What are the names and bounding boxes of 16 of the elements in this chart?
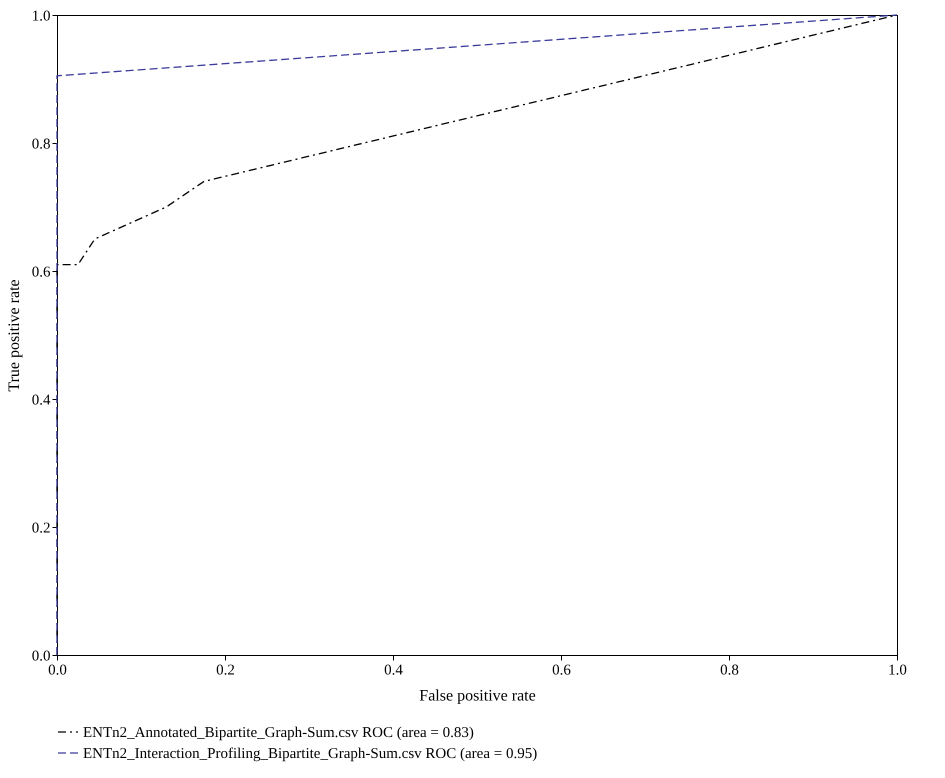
y-axis-title: True positive rate [6,279,23,392]
legend-label: ENTn2_Interaction_Profiling_Bipartite_Graph-Sum.csv ROC (area = 0.95) [83,746,538,762]
x-tick-label: 0.0 [48,662,67,678]
x-axis-title: False positive rate [419,688,536,704]
y-tick-label: 1.0 [32,8,50,24]
y-tick-label: 0.2 [32,520,50,536]
legend-label: ENTn2_Annotated_Bipartite_Graph-Sum.csv ROC (area = 0.83) [83,725,474,741]
x-tick-label: 1.0 [888,662,907,678]
x-tick-label: 0.8 [720,662,739,678]
y-tick-label: 0.0 [32,648,50,664]
x-tick-label: 0.2 [216,662,235,678]
x-tick-label: 0.6 [552,662,572,678]
x-tick-label: 0.4 [384,662,404,678]
y-tick-label: 0.4 [32,392,51,408]
y-tick-label: 0.6 [32,264,51,280]
y-tick-label: 0.8 [32,136,50,152]
